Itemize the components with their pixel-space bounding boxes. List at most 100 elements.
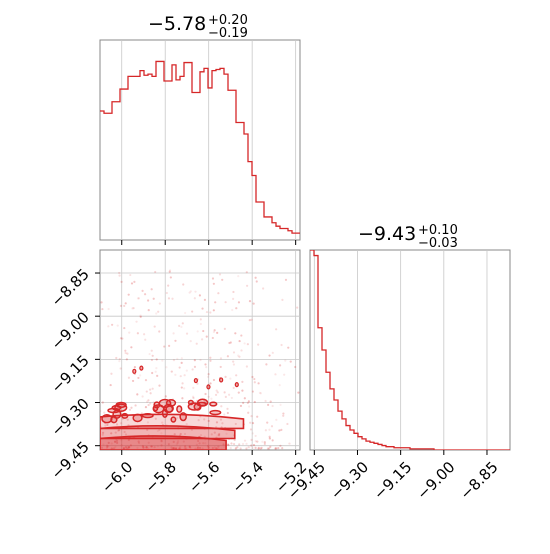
scatter-point [279,364,282,367]
scatter-point [130,406,133,409]
scatter-point [144,379,148,382]
scatter-point [250,438,253,441]
scatter-point [110,432,113,435]
scatter-xtick-label: −5.6 [185,458,223,496]
scatter-point [109,383,112,387]
hist2-xtick-label: −9.00 [413,458,458,503]
scatter-point [189,290,192,293]
scatter-point [245,447,248,450]
scatter-point [286,422,289,426]
scatter-point [267,447,271,450]
scatter-point [245,284,249,287]
contour-island [132,368,137,374]
scatter-point [209,382,212,385]
scatter-point [245,271,248,274]
scatter-point [250,318,253,321]
scatter-point [165,366,168,369]
scatter-point [127,293,130,296]
scatter-point [126,352,129,355]
scatter-point [178,324,181,327]
scatter-point [240,349,243,352]
scatter-point [139,315,142,318]
scatter-point [201,338,204,341]
scatter-point [134,404,137,407]
scatter-point [231,308,234,312]
scatter-point [219,365,222,369]
scatter-point [218,432,221,436]
scatter-point [205,335,208,338]
scatter-point [282,414,285,417]
scatter-point [163,345,166,348]
scatter-point [120,280,123,283]
scatter-point [161,359,164,362]
histogram-param1-steps [100,60,300,234]
scatter-point [234,422,237,426]
scatter-point [215,425,218,429]
scatter-point [219,418,223,421]
scatter-point [219,357,223,360]
contour-island [187,399,194,406]
param1-title-sup: +0.20 [208,13,248,28]
scatter-point [212,330,216,334]
scatter-point [274,447,278,450]
scatter-point [230,396,233,400]
scatter-point [205,310,209,314]
scatter-point [203,418,206,421]
scatter-point [150,358,154,362]
histogram-param2-frame [309,249,511,451]
scatter-point [147,309,150,312]
scatter-point [271,351,274,354]
scatter-point [301,297,303,299]
scatter-point [101,307,104,311]
scatter-point [199,434,203,437]
scatter-point [143,333,146,336]
scatter-point [263,442,266,446]
scatter-point [183,374,186,377]
scatter-point [212,378,216,382]
scatter-point [185,369,188,372]
scatter-point [253,400,256,404]
scatter-point [195,342,198,345]
scatter-point [152,297,155,300]
scatter-point [232,363,236,366]
scatter-xtick-label: −5.8 [141,458,179,496]
scatter-point [277,446,280,450]
scatter-point [254,440,257,443]
scatter-point [147,403,150,407]
scatter-point [294,365,297,369]
scatter-point [124,351,127,355]
scatter-point [145,400,149,403]
scatter-point [182,283,185,286]
scatter-point [151,354,154,357]
scatter-point [237,354,240,357]
scatter-point [193,400,196,403]
scatter-point [257,446,261,449]
scatter-point [209,356,212,359]
scatter-point [238,355,241,358]
scatter-point [215,389,218,392]
scatter-point [224,301,227,304]
scatter-point [104,424,107,427]
scatter-point [154,270,157,274]
scatter-point [248,319,251,322]
scatter-point [170,370,173,373]
scatter-point [143,293,147,296]
scatter-point [176,416,179,420]
scatter-point [269,445,272,448]
scatter-point [235,307,238,310]
scatter-point [176,357,179,361]
scatter-point [231,297,235,300]
scatter-point [172,332,175,335]
scatter-point [181,322,184,325]
scatter-point [256,440,259,443]
param2-title-main: −9.43 [358,223,416,245]
scatter-point [232,360,235,363]
contour-island [193,377,198,384]
scatter-point [256,415,259,418]
scatter-point [238,443,241,446]
scatter-point [209,311,212,314]
scatter-point [158,302,161,305]
scatter-point [240,334,243,337]
contour-island [206,384,211,390]
